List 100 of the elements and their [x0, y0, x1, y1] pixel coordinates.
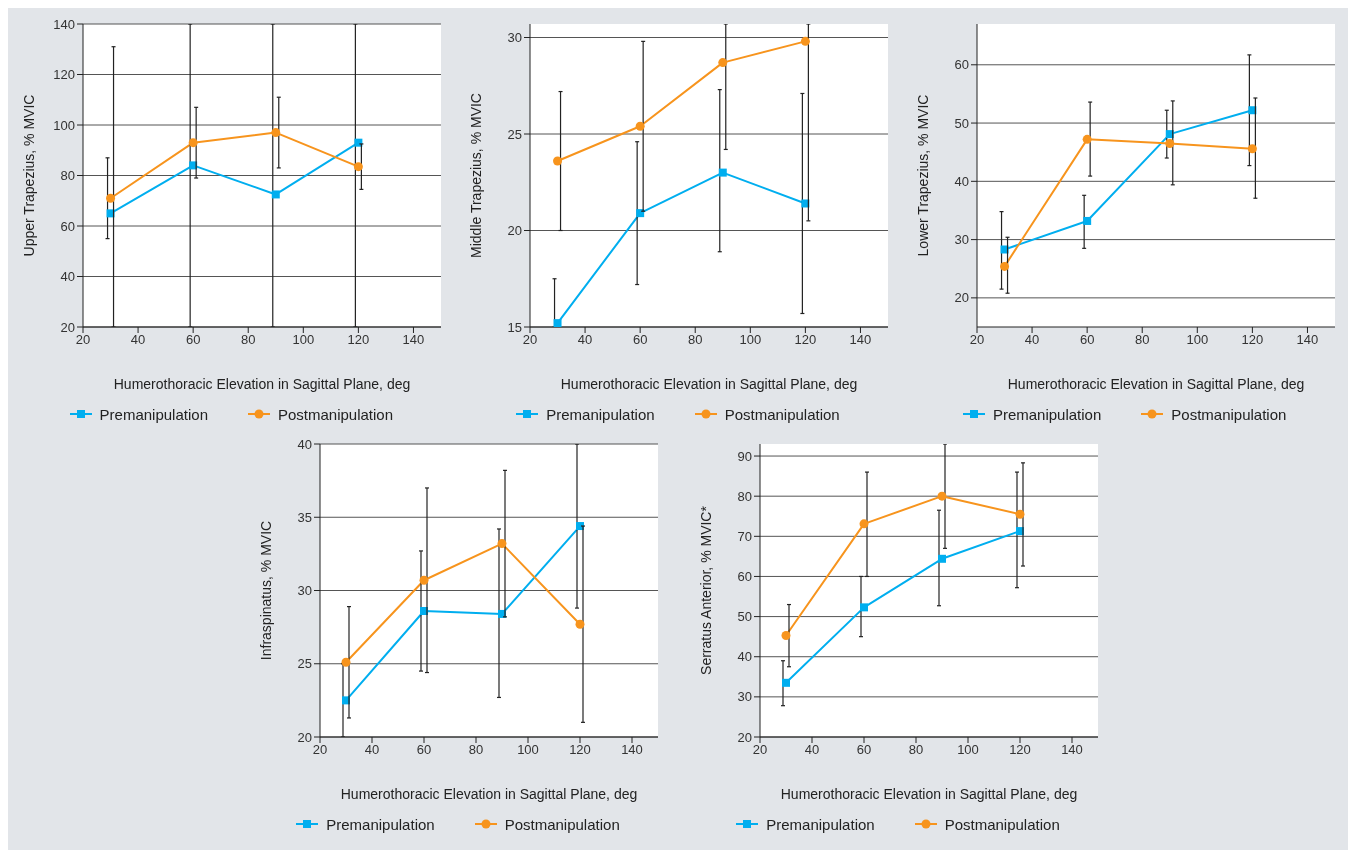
y-tick-label: 30	[954, 232, 969, 248]
legend-label: Premanipulation	[766, 815, 875, 833]
x-tick-label: 120	[347, 332, 370, 348]
y-axis-title: Infraspinatus, % MVIC	[257, 520, 274, 661]
legend-label: Postmanipulation	[944, 815, 1060, 833]
point	[341, 657, 351, 667]
point	[859, 519, 869, 529]
y-tick-label: 40	[60, 269, 76, 285]
y-tick-label: 140	[53, 16, 76, 32]
x-tick-label: 80	[908, 742, 924, 758]
y-tick-label: 60	[737, 569, 752, 585]
point	[782, 678, 790, 687]
y-axis-title: Lower Trapezius, % MVIC	[914, 94, 931, 257]
legend-label: Premanipulation	[99, 405, 208, 423]
x-tick-label: 20	[312, 742, 328, 758]
x-tick-label: 60	[416, 742, 432, 758]
x-axis-title: Humerothoracic Elevation in Sagittal Plane, deg	[114, 376, 411, 392]
legend-label: Postmanipulation	[504, 815, 620, 833]
x-tick-label: 40	[131, 332, 146, 348]
point	[419, 575, 429, 585]
point	[718, 58, 728, 68]
y-tick-label: 20	[737, 729, 752, 745]
x-axis-title: Humerothoracic Elevation in Sagittal Plane, deg	[780, 786, 1078, 802]
x-axis-title: Humerothoracic Elevation in Sagittal Plane, deg	[560, 376, 858, 392]
y-tick-label: 80	[60, 168, 76, 184]
y-tick-label: 20	[507, 223, 522, 239]
point	[635, 121, 645, 131]
x-tick-label: 120	[794, 332, 817, 348]
x-tick-label: 140	[849, 332, 872, 348]
x-tick-label: 120	[569, 742, 591, 758]
legend-label: Premanipulation	[992, 405, 1102, 423]
y-axis-title: Middle Trapezius, % MVIC	[467, 93, 484, 258]
x-tick-label: 20	[76, 332, 91, 348]
point	[860, 603, 868, 612]
y-tick-label: 30	[297, 583, 312, 599]
x-tick-label: 40	[804, 742, 820, 758]
x-tick-label: 20	[522, 332, 538, 348]
point	[553, 319, 562, 327]
point	[938, 554, 946, 563]
x-tick-label: 20	[969, 332, 984, 348]
x-tick-label: 100	[1186, 332, 1208, 348]
y-tick-label: 60	[954, 57, 969, 73]
y-tick-label: 50	[737, 609, 752, 625]
y-tick-label: 20	[60, 319, 76, 335]
x-tick-label: 80	[468, 742, 484, 758]
point	[271, 128, 281, 138]
x-axis-title: Humerothoracic Elevation in Sagittal Plane, deg	[340, 786, 638, 802]
x-axis-title: Humerothoracic Elevation in Sagittal Plane, deg	[1007, 376, 1304, 392]
legend-label: Postmanipulation	[277, 405, 394, 423]
y-tick-label: 40	[954, 173, 969, 189]
x-tick-label: 60	[632, 332, 648, 348]
y-tick-label: 30	[507, 30, 522, 46]
y-tick-label: 20	[954, 290, 969, 306]
point	[781, 630, 791, 640]
y-tick-label: 80	[737, 488, 752, 504]
y-tick-label: 15	[507, 319, 522, 335]
x-tick-label: 120	[1241, 332, 1263, 348]
point	[106, 193, 116, 203]
y-tick-label: 100	[53, 117, 76, 133]
legend-label: Premanipulation	[546, 405, 655, 423]
point	[188, 138, 198, 148]
legend-label: Postmanipulation	[724, 405, 840, 423]
y-tick-label: 120	[53, 67, 76, 83]
point	[354, 162, 364, 172]
point	[1164, 138, 1174, 148]
legend-label: Postmanipulation	[1171, 405, 1287, 423]
y-tick-label: 25	[297, 656, 312, 672]
y-tick-label: 40	[737, 649, 752, 665]
x-tick-label: 60	[1079, 332, 1095, 348]
point	[1015, 509, 1025, 519]
x-tick-label: 40	[1024, 332, 1039, 348]
point	[1247, 144, 1257, 154]
y-tick-label: 25	[507, 126, 522, 142]
x-tick-label: 80	[241, 332, 256, 348]
x-tick-label: 140	[1061, 742, 1083, 758]
y-tick-label: 50	[954, 115, 969, 131]
x-tick-label: 60	[186, 332, 201, 348]
y-tick-label: 60	[60, 218, 76, 234]
x-tick-label: 80	[687, 332, 703, 348]
point	[800, 36, 810, 46]
y-tick-label: 40	[297, 436, 312, 452]
x-tick-label: 140	[1296, 332, 1318, 348]
point	[575, 619, 585, 629]
y-axis-title: Upper Trapezius, % MVIC	[21, 94, 38, 257]
y-tick-label: 30	[737, 689, 752, 705]
y-tick-label: 35	[297, 509, 312, 525]
x-tick-label: 100	[517, 742, 539, 758]
point	[999, 261, 1009, 271]
legend-label: Premanipulation	[326, 815, 435, 833]
point	[636, 209, 645, 218]
point	[497, 539, 507, 549]
x-tick-label: 140	[621, 742, 643, 758]
point	[1082, 134, 1092, 144]
point	[937, 491, 947, 501]
point	[1082, 216, 1091, 225]
x-tick-label: 140	[402, 332, 425, 348]
x-tick-label: 20	[752, 742, 768, 758]
y-tick-label: 70	[737, 528, 752, 544]
x-tick-label: 80	[1134, 332, 1150, 348]
x-tick-label: 60	[856, 742, 872, 758]
